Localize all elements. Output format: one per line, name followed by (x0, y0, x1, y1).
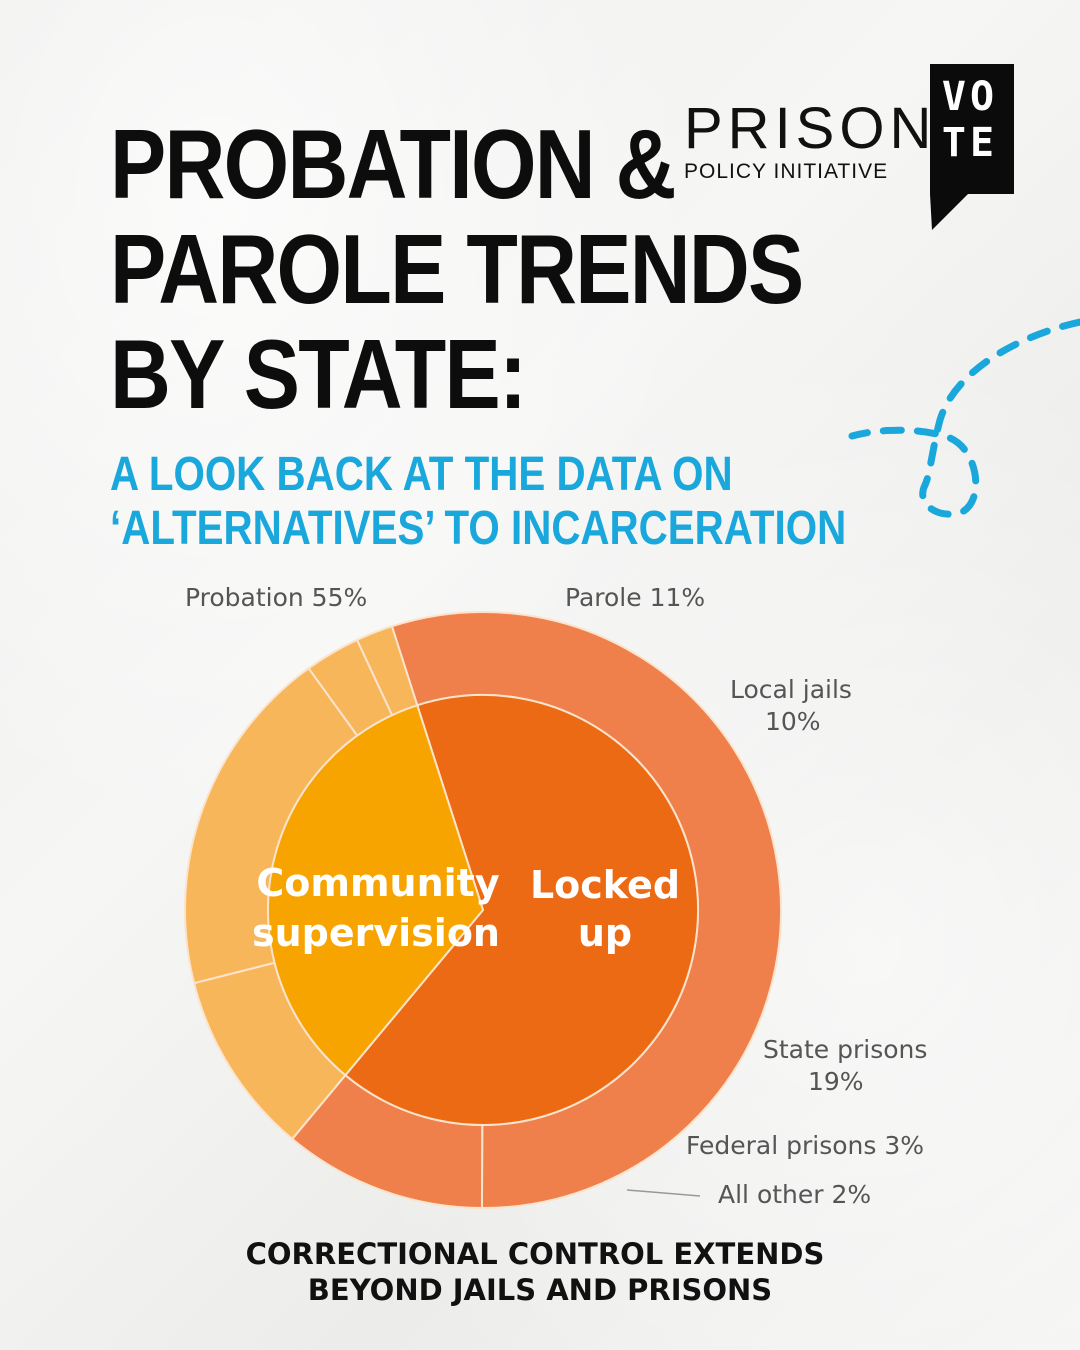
title-line-2: PAROLE TRENDS (110, 214, 804, 324)
label-state-prisons-line-1: State prisons (763, 1035, 927, 1064)
label-locked-up-line-2: up (578, 911, 632, 955)
title-line-3: BY STATE: (110, 319, 527, 429)
footer-caption: CORRECTIONAL CONTROL EXTENDS BEYOND JAIL… (0, 1236, 1080, 1308)
inner-slice-locked-up (267, 704, 485, 1077)
footer-line-1: CORRECTIONAL CONTROL EXTENDS (245, 1237, 825, 1271)
label-state-prisons-value: 19% (808, 1067, 864, 1096)
label-probation: Probation 55% (185, 583, 367, 612)
label-locked-up-line-1: Locked (530, 863, 680, 907)
label-parole: Parole 11% (565, 583, 705, 612)
logo-main-text: PRISON (684, 96, 937, 161)
subtitle-line-2: ‘ALTERNATIVES’ TO INCARCERATION (110, 502, 847, 555)
footer-line-2: BEYOND JAILS AND PRISONS (307, 1273, 773, 1307)
label-local-jails-value: 10% (765, 707, 821, 736)
vote-badge-line-2: TE (941, 120, 999, 166)
inner-slice-community-supervision (343, 694, 699, 1126)
logo-sub-text: POLICY INITIATIVE (684, 160, 889, 183)
prison-policy-initiative-logo: PRISON POLICY INITIATIVE (684, 96, 937, 184)
label-local-jails-line-1: Local jails (730, 675, 852, 704)
subtitle-line-1: A LOOK BACK AT THE DATA ON (110, 448, 733, 501)
vote-badge-icon (930, 64, 1014, 230)
label-community-supervision-line-2: supervision (252, 911, 500, 955)
vote-badge-line-1: VO (941, 74, 999, 120)
leader-line-all-other (626, 1189, 701, 1197)
label-federal-prisons: Federal prisons 3% (686, 1131, 924, 1160)
label-community-supervision-line-1: Community (256, 861, 499, 905)
page-subtitle: A LOOK BACK AT THE DATA ON ‘ALTERNATIVES… (110, 448, 846, 556)
title-line-1: PROBATION & (110, 109, 677, 219)
page-title: PROBATION & PAROLE TRENDS BY STATE: (110, 109, 804, 429)
vote-badge-text: VO TE (938, 74, 1002, 166)
label-all-other: All other 2% (718, 1180, 871, 1209)
